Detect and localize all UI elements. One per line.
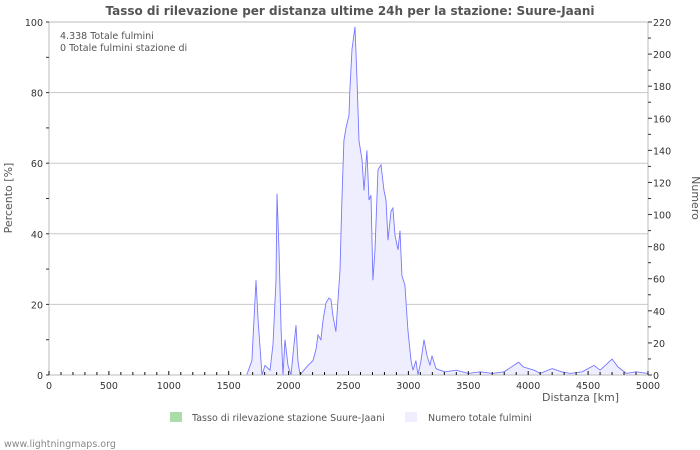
y-right-label: Numero [689,176,700,220]
y-right-tick-label: 80 [653,243,665,254]
total-strikes-area [49,26,648,376]
x-tick-label: 500 [100,381,118,392]
y-right-tick-label: 20 [653,339,665,350]
y-left-tick-label: 0 [37,371,43,382]
series-layer [49,26,649,377]
x-tick-label: 3500 [456,381,480,392]
legend-label-rate: Tasso di rilevazione stazione Suure-Jaan… [191,413,385,424]
y-right-tick-label: 60 [653,275,665,286]
legend-swatch-rate [170,412,182,422]
x-tick-label: 2000 [277,381,301,392]
y-left-tick-label: 60 [31,159,43,170]
axes: 0204060801000204060801001201401601802002… [25,18,671,392]
y-right-tick-label: 40 [653,307,665,318]
x-tick-label: 2500 [336,381,360,392]
x-tick-label: 4500 [576,381,600,392]
x-tick-label: 0 [46,381,52,392]
y-left-tick-label: 80 [31,89,43,100]
y-left-tick-label: 100 [25,18,43,29]
footer-credit: www.lightningmaps.org [4,439,116,450]
legend-swatch-total [405,412,417,422]
y-right-tick-label: 160 [653,114,671,125]
x-tick-label: 1500 [217,381,241,392]
y-left-label: Percento [%] [2,163,15,234]
chart-title: Tasso di rilevazione per distanza ultime… [105,4,594,18]
y-right-tick-label: 0 [653,371,659,382]
legend-label-total: Numero totale fulmini [428,413,532,424]
annotation-station: 0 Totale fulmini stazione di [60,43,187,54]
x-axis-label: Distanza [km] [542,391,619,404]
y-right-tick-label: 220 [653,18,671,29]
y-right-tick-label: 120 [653,178,671,189]
x-tick-label: 4000 [516,381,540,392]
y-left-tick-label: 40 [31,230,43,241]
y-right-tick-label: 100 [653,211,671,222]
annotation-total: 4.338 Totale fulmini [60,31,154,42]
x-tick-label: 3000 [396,381,420,392]
y-right-tick-label: 200 [653,50,671,61]
x-tick-label: 1000 [157,381,181,392]
y-right-tick-label: 140 [653,146,671,157]
x-tick-label: 5000 [636,381,660,392]
y-right-tick-label: 180 [653,82,671,93]
y-left-tick-label: 20 [31,300,43,311]
